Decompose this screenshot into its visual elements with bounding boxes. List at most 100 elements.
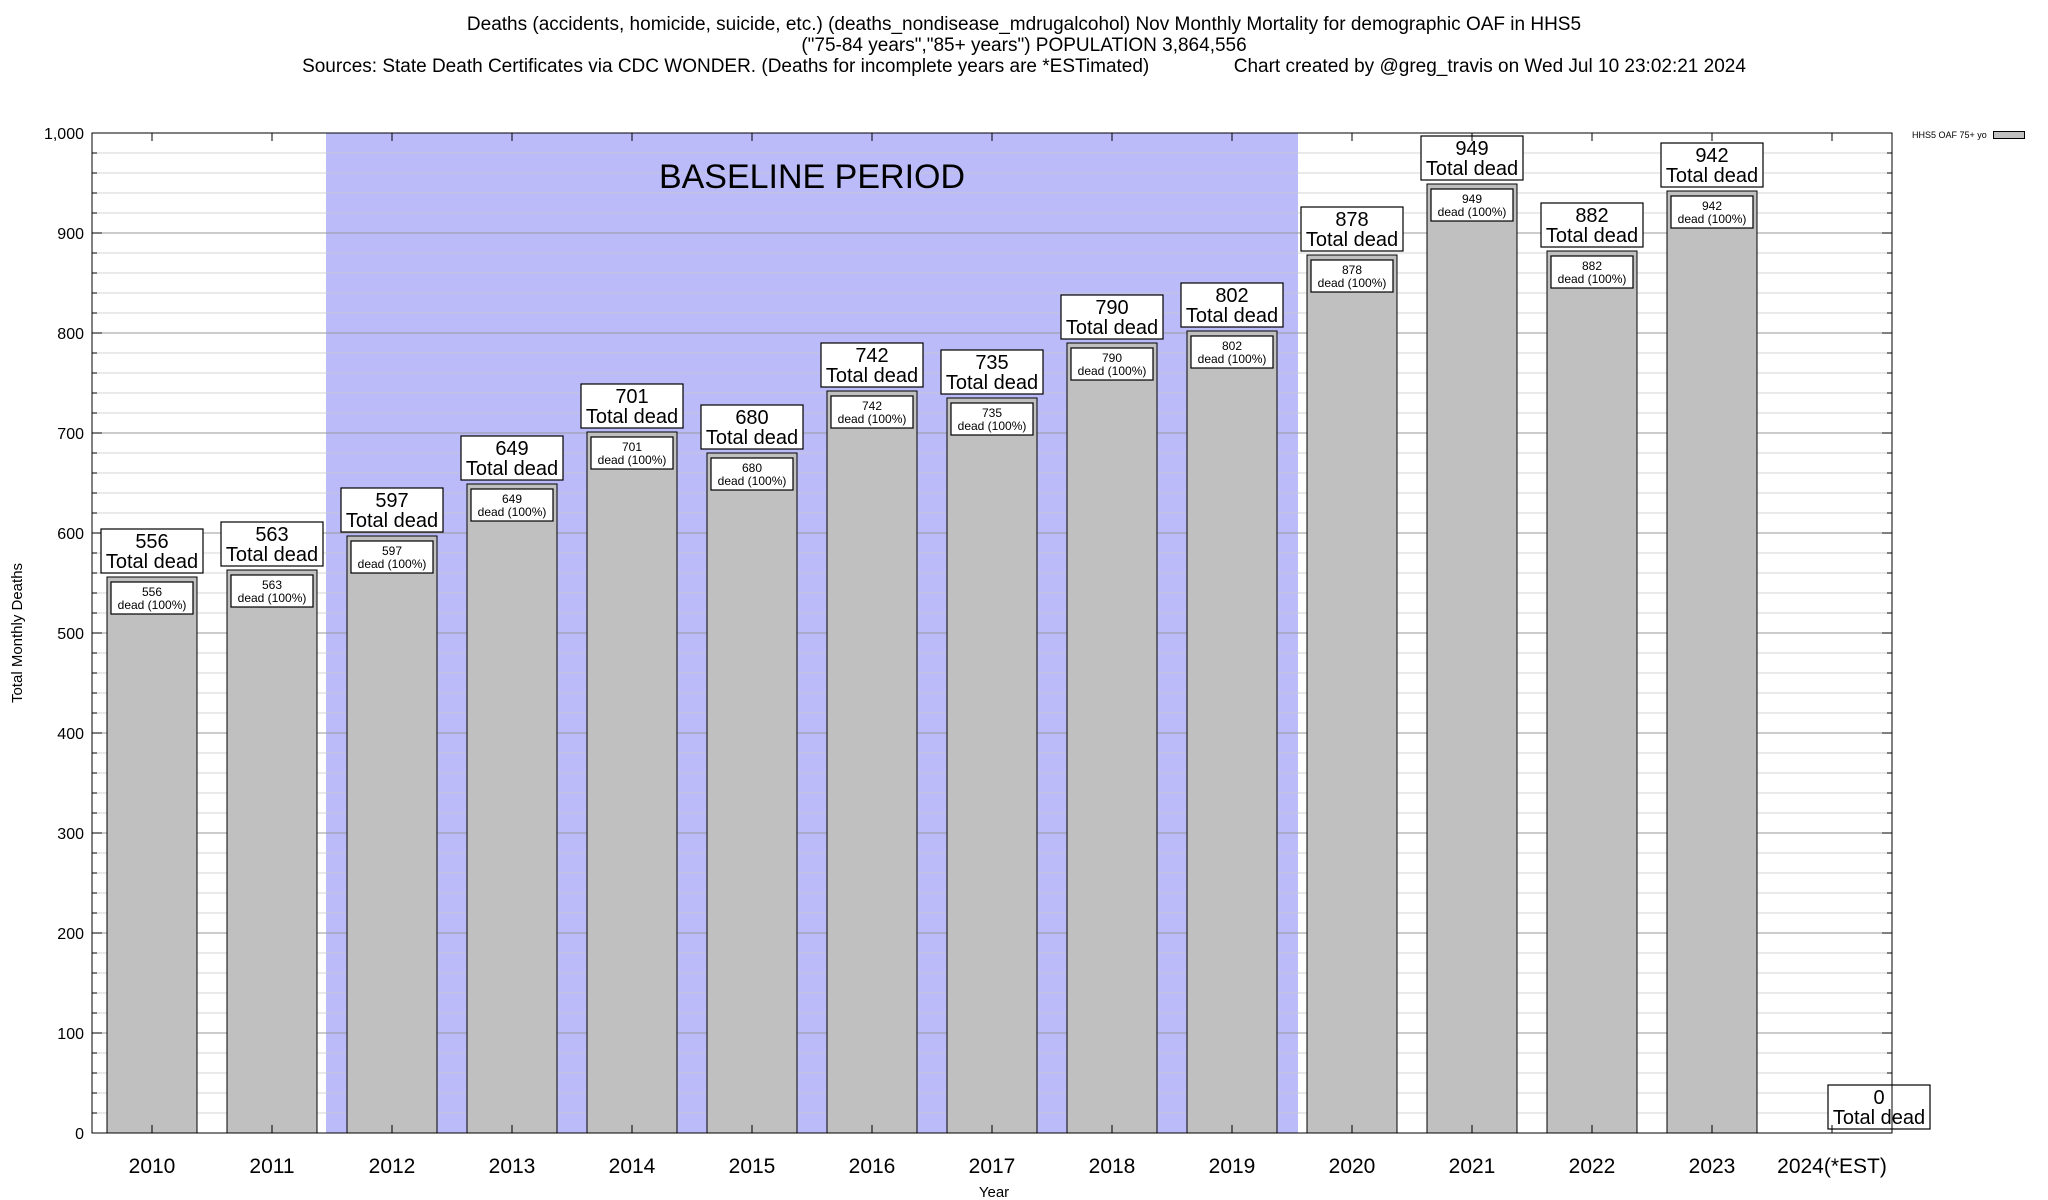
total-label-box (1540, 202, 1644, 248)
total-value-label: 878 (1335, 209, 1368, 231)
bar-2015 (706, 452, 798, 1134)
total-label-box (1300, 206, 1404, 252)
inner-value-label: 556 (142, 585, 162, 599)
inner-percent-label: dead (100%) (1558, 272, 1627, 286)
x-tick-label: 2015 (729, 1155, 776, 1178)
chart-title: Deaths (accidents, homicide, suicide, et… (0, 14, 2048, 77)
bar-2014 (586, 431, 678, 1134)
bar-2011 (226, 569, 318, 1134)
total-dead-label: Total dead (346, 510, 438, 532)
total-label-box (100, 528, 204, 574)
inner-value-label: 735 (982, 406, 1002, 420)
x-tick-label: 2012 (369, 1155, 416, 1178)
y-tick-label: 1,000 (44, 126, 84, 143)
total-value-label: 802 (1215, 285, 1248, 307)
title-line-3: Sources: State Death Certificates via CD… (302, 56, 1746, 77)
x-tick-label: 2017 (969, 1155, 1016, 1178)
inner-value-label: 701 (622, 440, 642, 454)
inner-label-box (350, 540, 434, 574)
inner-value-label: 882 (1582, 259, 1602, 273)
y-tick-label: 900 (57, 226, 84, 243)
inner-value-label: 790 (1102, 351, 1122, 365)
bar-2023 (1666, 190, 1758, 1134)
inner-label-box (1070, 347, 1154, 381)
inner-value-label: 802 (1222, 339, 1242, 353)
y-tick-label: 800 (57, 326, 84, 343)
x-tick-label: 2020 (1329, 1155, 1376, 1178)
x-axis-label: Year (979, 1184, 1009, 1200)
total-dead-label: Total dead (226, 544, 318, 566)
y-tick-label: 200 (57, 926, 84, 943)
plot-border (91, 132, 1893, 1134)
inner-value-label: 949 (1462, 192, 1482, 206)
total-label-box (820, 342, 924, 388)
total-label-box (340, 487, 444, 533)
y-tick-label: 0 (75, 1126, 84, 1143)
total-label-box (460, 435, 564, 481)
x-tick-label: 2014 (609, 1155, 656, 1178)
inner-percent-label: dead (100%) (478, 505, 547, 519)
bar-2012 (346, 535, 438, 1134)
x-tick-label: 2011 (249, 1155, 294, 1178)
y-tick-label: 300 (57, 826, 84, 843)
bar-2018 (1066, 342, 1158, 1134)
total-value-label: 649 (495, 438, 528, 460)
bar-2016 (826, 390, 918, 1134)
inner-label-box (470, 488, 554, 522)
total-label-box (700, 404, 804, 450)
total-dead-label: Total dead (1666, 165, 1758, 187)
y-tick-label: 700 (57, 426, 84, 443)
inner-percent-label: dead (100%) (1198, 352, 1267, 366)
total-dead-label: Total dead (1306, 229, 1398, 251)
total-label-box (1060, 294, 1164, 340)
inner-label-box (1310, 259, 1394, 293)
bar-2013 (466, 483, 558, 1134)
bar-2021 (1426, 183, 1518, 1134)
total-value-label: 563 (255, 524, 288, 546)
x-tick-label: 2022 (1569, 1155, 1616, 1178)
total-dead-label: Total dead (1186, 305, 1278, 327)
bar-2022 (1546, 250, 1638, 1134)
inner-value-label: 942 (1702, 199, 1722, 213)
bar-2017 (946, 397, 1038, 1134)
total-dead-label: Total dead (1066, 317, 1158, 339)
inner-percent-label: dead (100%) (1318, 276, 1387, 290)
total-label-box (1660, 142, 1764, 188)
total-label-box (220, 521, 324, 567)
inner-label-box (950, 402, 1034, 436)
total-dead-label: Total dead (106, 551, 198, 573)
total-value-label: 790 (1095, 297, 1128, 319)
total-value-label: 882 (1575, 205, 1608, 227)
y-tick-label: 100 (57, 1026, 84, 1043)
inner-percent-label: dead (100%) (718, 474, 787, 488)
legend-swatch (1992, 131, 2025, 139)
legend: HHS5 OAF 75+ yo (1912, 130, 2025, 140)
inner-label-box (110, 581, 194, 615)
total-dead-label: Total dead (466, 458, 558, 480)
x-tick-label: 2019 (1209, 1155, 1256, 1178)
x-tick-label: 2023 (1689, 1155, 1736, 1178)
x-tick-label: 2013 (489, 1155, 536, 1178)
inner-value-label: 680 (742, 461, 762, 475)
inner-percent-label: dead (100%) (838, 412, 907, 426)
total-dead-label: Total dead (1833, 1107, 1925, 1129)
total-value-label: 597 (375, 490, 408, 512)
inner-percent-label: dead (100%) (958, 419, 1027, 433)
inner-percent-label: dead (100%) (358, 557, 427, 571)
inner-label-box (1430, 188, 1514, 222)
total-value-label: 949 (1455, 138, 1488, 160)
y-axis-label: Total Monthly Deaths (9, 563, 26, 703)
inner-percent-label: dead (100%) (118, 598, 187, 612)
total-value-label: 942 (1695, 145, 1728, 167)
bar-2020 (1306, 254, 1398, 1134)
total-label-box (940, 349, 1044, 395)
inner-value-label: 563 (262, 578, 282, 592)
inner-label-box (1550, 255, 1634, 289)
inner-value-label: 649 (502, 492, 522, 506)
inner-label-box (590, 436, 674, 470)
inner-value-label: 597 (382, 544, 402, 558)
total-label-box (1180, 282, 1284, 328)
total-value-label: 742 (855, 345, 888, 367)
total-value-label: 735 (975, 352, 1008, 374)
